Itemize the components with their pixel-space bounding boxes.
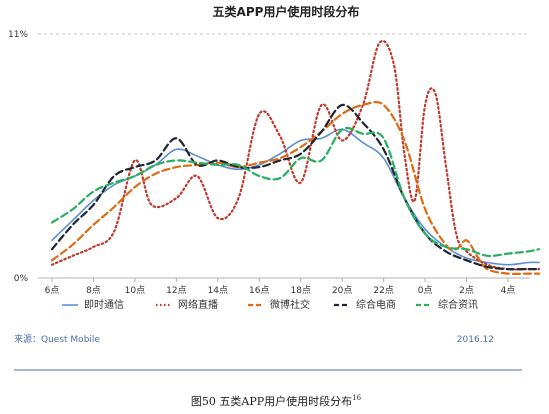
series-line-im xyxy=(51,128,540,266)
source-prefix: 来源： xyxy=(14,334,41,345)
x-tick-label: 14点 xyxy=(208,285,228,296)
source-label: 来源：Quest Mobile xyxy=(14,334,100,345)
legend-label-im: 即时通信 xyxy=(84,299,124,311)
plot-area xyxy=(50,39,541,276)
x-tick-label: 16点 xyxy=(249,285,269,296)
x-tick-label: 0点 xyxy=(418,285,433,296)
x-tick-label: 4点 xyxy=(501,285,516,296)
x-tick-label: 20点 xyxy=(332,285,352,296)
chart-title: 五类APP用户使用时段分布 xyxy=(213,4,360,19)
source-value: Quest Mobile xyxy=(41,335,100,345)
x-axis-ticks: 6点 8点 10点 12点 14点 16点 18点 20点 22点 0点 2点 4点 xyxy=(45,278,516,296)
caption-text: 图50 五类APP用户使用时段分布 xyxy=(191,394,352,408)
x-tick-label: 12点 xyxy=(166,285,186,296)
legend-label-news: 综合资讯 xyxy=(438,298,478,311)
series-line-live-streaming xyxy=(50,39,541,271)
y-tick-top: 11% xyxy=(8,30,28,40)
x-tick-label: 8点 xyxy=(86,285,101,296)
legend-label-ecommerce: 综合电商 xyxy=(356,298,396,311)
caption-footnote: 16 xyxy=(352,394,361,402)
legend: 即时通信 网络直播 微博社交 综合电商 综合资讯 xyxy=(62,298,478,311)
x-tick-label: 10点 xyxy=(125,285,145,296)
legend-label-live-streaming: 网络直播 xyxy=(178,298,218,311)
series-line-news xyxy=(50,126,541,258)
series-line-ecommerce xyxy=(50,103,541,271)
legend-label-weibo-social: 微博社交 xyxy=(270,298,310,311)
x-tick-label: 22点 xyxy=(373,285,393,296)
y-tick-bottom: 0% xyxy=(14,274,29,284)
x-tick-label: 6点 xyxy=(45,285,60,296)
figure-caption: 图50 五类APP用户使用时段分布16 xyxy=(191,394,362,408)
source-date: 2016.12 xyxy=(457,335,494,345)
x-tick-label: 18点 xyxy=(291,285,311,296)
x-tick-label: 2点 xyxy=(459,285,474,296)
